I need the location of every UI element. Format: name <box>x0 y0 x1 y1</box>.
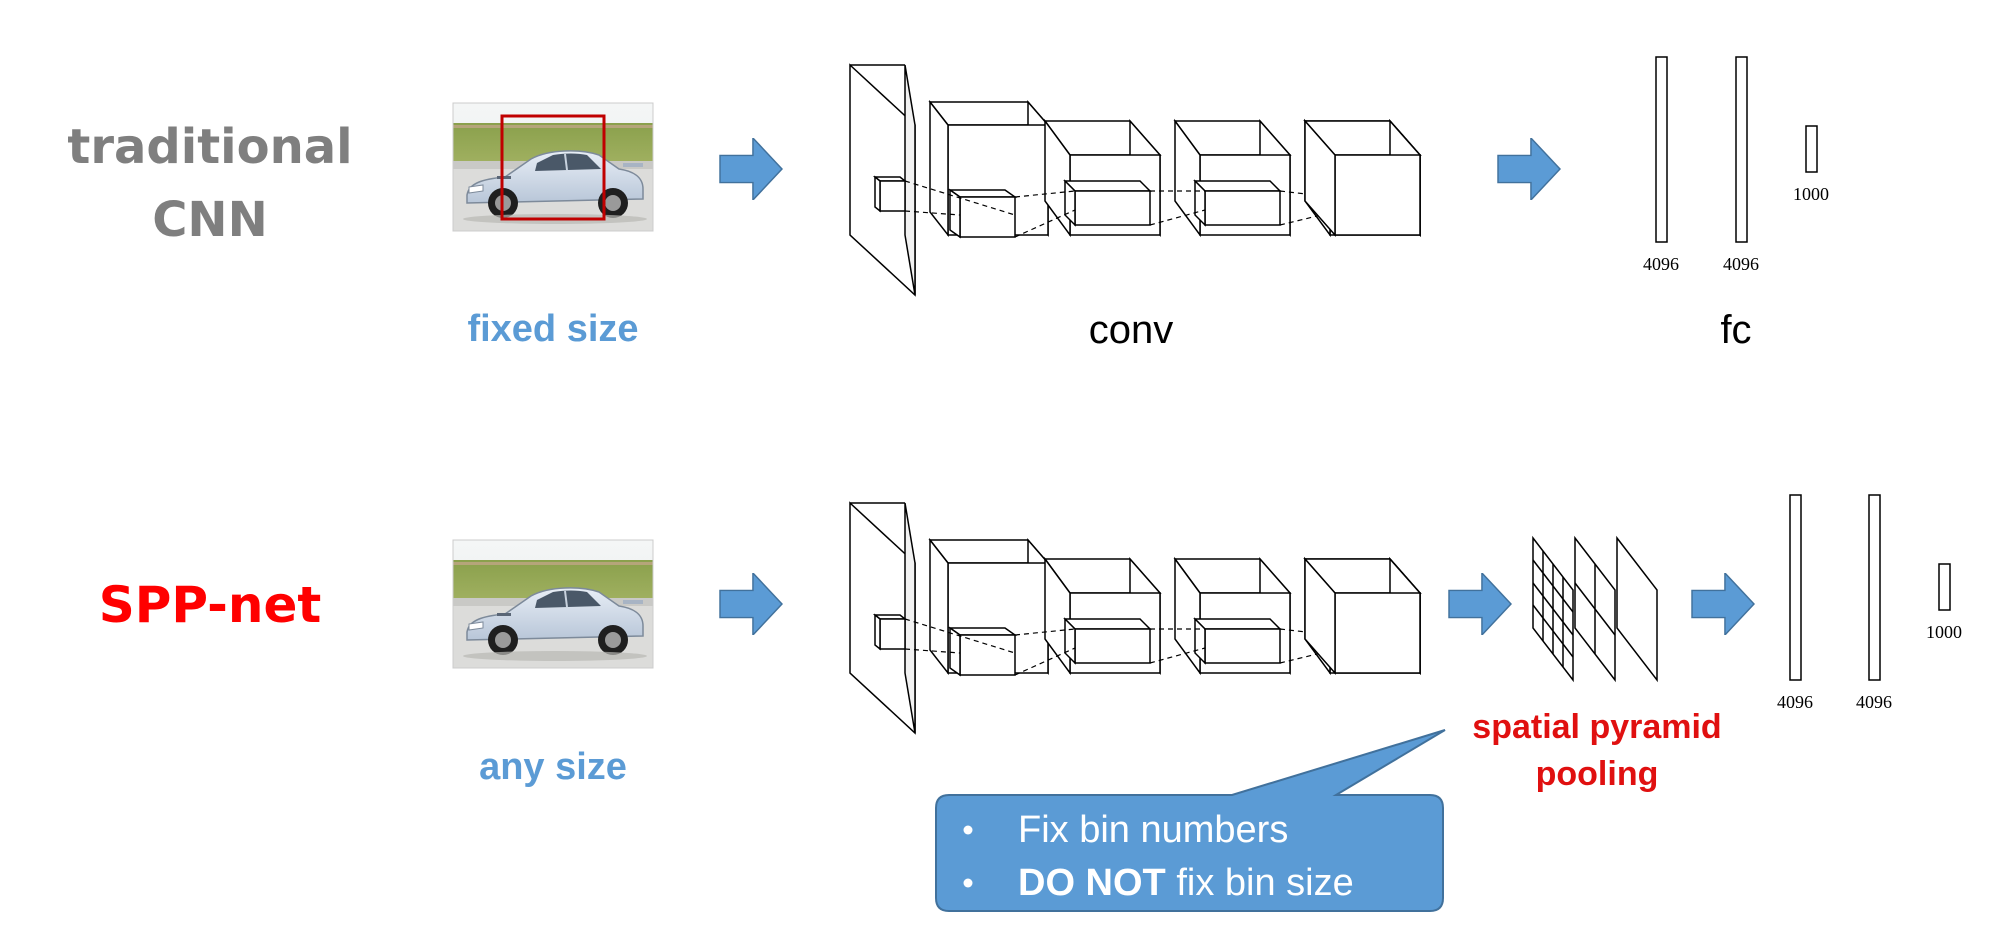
fc-size-3: 1000 <box>1926 622 1962 642</box>
car-photo-icon <box>453 540 653 668</box>
right-arrow-icon <box>719 138 783 200</box>
row-spp-net: SPP-net any size <box>99 494 1962 793</box>
right-arrow-icon <box>1448 573 1512 635</box>
spp-level-1x1 <box>1616 535 1658 683</box>
spp-level-2x2 <box>1574 535 1616 683</box>
fc-size-1: 4096 <box>1643 254 1679 274</box>
row-traditional-cnn: traditional CNN fixed size conv 4096 409… <box>67 56 1829 352</box>
fc-size-1: 4096 <box>1777 692 1813 712</box>
row-title-spp-net: SPP-net <box>99 576 322 634</box>
callout-item-2-bold: DO NOT <box>1018 862 1166 904</box>
spp-label-line2: pooling <box>1536 755 1659 793</box>
fc-layers <box>1655 56 1818 243</box>
callout-bubble: Fix bin numbers DO NOT fix bin size <box>935 729 1446 912</box>
fc-size-2: 4096 <box>1723 254 1759 274</box>
callout-item-1: Fix bin numbers <box>1018 809 1288 851</box>
spp-pyramid <box>1532 535 1658 683</box>
fc-label: fc <box>1720 308 1751 352</box>
row-title-traditional-line1: traditional <box>67 119 352 175</box>
callout-item-2: DO NOT fix bin size <box>1018 862 1354 904</box>
conv-final-cube <box>1303 119 1422 237</box>
conv-final-cube <box>1303 557 1422 675</box>
caption-any-size: any size <box>479 746 627 788</box>
conv-label: conv <box>1089 308 1174 352</box>
right-arrow-icon <box>719 573 783 635</box>
input-image-fixed <box>452 102 654 232</box>
car-photo-icon <box>453 103 653 231</box>
input-image-any <box>452 539 654 669</box>
spp-label-line1: spatial pyramid <box>1472 708 1721 746</box>
fc-size-3: 1000 <box>1793 184 1829 204</box>
fc-size-2: 4096 <box>1856 692 1892 712</box>
crop-box-icon <box>500 114 606 221</box>
spp-level-4x4 <box>1532 535 1574 683</box>
right-arrow-icon <box>1691 573 1755 635</box>
caption-fixed-size: fixed size <box>467 308 638 350</box>
row-title-traditional-line2: CNN <box>152 192 268 248</box>
fc-layers <box>1789 494 1951 681</box>
right-arrow-icon <box>1497 138 1561 200</box>
